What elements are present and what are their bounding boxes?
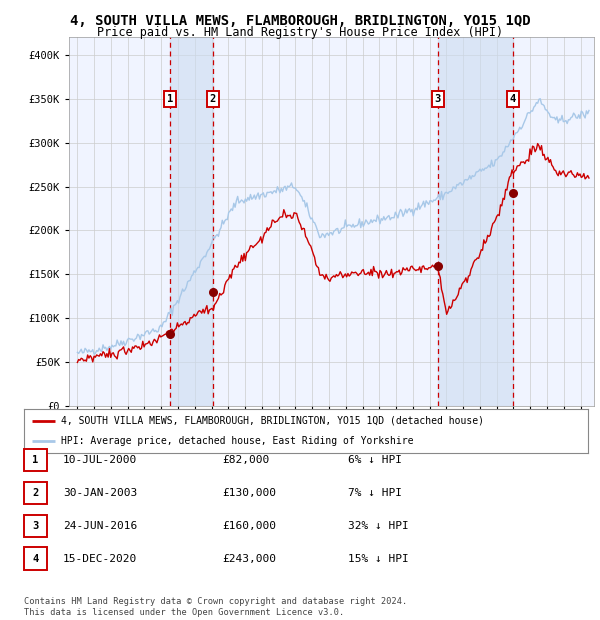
Text: 4: 4 bbox=[32, 554, 38, 564]
Text: £82,000: £82,000 bbox=[222, 455, 269, 465]
Bar bbox=[170, 37, 213, 406]
Text: £243,000: £243,000 bbox=[222, 554, 276, 564]
Text: 15-DEC-2020: 15-DEC-2020 bbox=[63, 554, 137, 564]
Text: 4: 4 bbox=[509, 94, 516, 104]
Text: 1: 1 bbox=[167, 94, 173, 104]
Text: 2: 2 bbox=[32, 488, 38, 498]
Text: 6% ↓ HPI: 6% ↓ HPI bbox=[348, 455, 402, 465]
Text: 10-JUL-2000: 10-JUL-2000 bbox=[63, 455, 137, 465]
Text: Contains HM Land Registry data © Crown copyright and database right 2024.
This d: Contains HM Land Registry data © Crown c… bbox=[24, 598, 407, 617]
Text: £160,000: £160,000 bbox=[222, 521, 276, 531]
Text: 4, SOUTH VILLA MEWS, FLAMBOROUGH, BRIDLINGTON, YO15 1QD (detached house): 4, SOUTH VILLA MEWS, FLAMBOROUGH, BRIDLI… bbox=[61, 416, 484, 426]
Text: 15% ↓ HPI: 15% ↓ HPI bbox=[348, 554, 409, 564]
Text: 24-JUN-2016: 24-JUN-2016 bbox=[63, 521, 137, 531]
Text: £130,000: £130,000 bbox=[222, 488, 276, 498]
Text: 1: 1 bbox=[32, 455, 38, 465]
Text: 2: 2 bbox=[210, 94, 216, 104]
Text: 7% ↓ HPI: 7% ↓ HPI bbox=[348, 488, 402, 498]
Text: 3: 3 bbox=[434, 94, 441, 104]
Text: 3: 3 bbox=[32, 521, 38, 531]
Text: 30-JAN-2003: 30-JAN-2003 bbox=[63, 488, 137, 498]
Bar bbox=[437, 37, 513, 406]
Text: 32% ↓ HPI: 32% ↓ HPI bbox=[348, 521, 409, 531]
Text: Price paid vs. HM Land Registry's House Price Index (HPI): Price paid vs. HM Land Registry's House … bbox=[97, 26, 503, 39]
Text: HPI: Average price, detached house, East Riding of Yorkshire: HPI: Average price, detached house, East… bbox=[61, 436, 413, 446]
Text: 4, SOUTH VILLA MEWS, FLAMBOROUGH, BRIDLINGTON, YO15 1QD: 4, SOUTH VILLA MEWS, FLAMBOROUGH, BRIDLI… bbox=[70, 14, 530, 28]
